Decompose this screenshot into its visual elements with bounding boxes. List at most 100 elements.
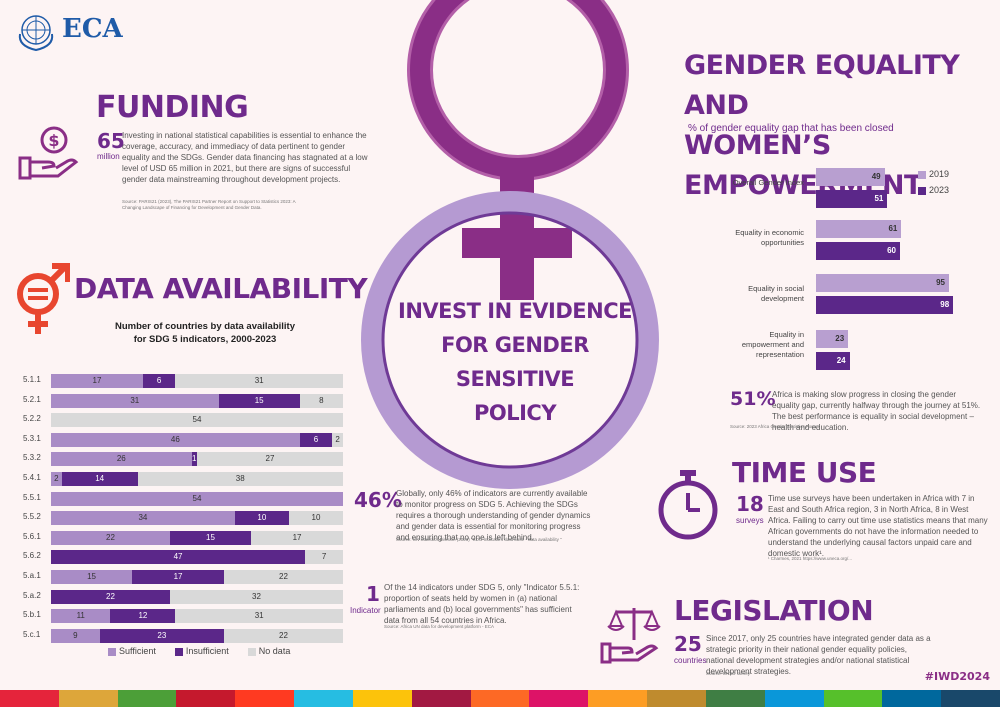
- bar-segment-insufficient: 22: [51, 589, 170, 604]
- bar-segment-sufficient: 46: [51, 432, 300, 447]
- color-stripe-segment: [705, 690, 766, 707]
- sdg-row-label: 5.a.1: [23, 571, 41, 580]
- legend-insufficient: Insufficient: [174, 646, 229, 656]
- funding-number: 65: [97, 129, 125, 153]
- legislation-text: Since 2017, only 25 countries have integ…: [706, 634, 931, 676]
- gender-gap-chart: Overall Gender Index 49 51 Equality in econ…: [720, 164, 954, 374]
- sdg-chart-legend: Sufficient Insufficient No data: [108, 646, 290, 656]
- indicator-note-source: Source: Africa UN data for development p…: [384, 624, 495, 629]
- color-stripe-segment: [117, 690, 177, 707]
- gender-stat-number: 51%: [730, 388, 776, 410]
- bar-segment-sufficient: 17: [51, 374, 143, 388]
- color-stripe-segment: [0, 690, 60, 707]
- bar-segment-sufficient: 34: [51, 511, 235, 526]
- color-stripe-segment: [411, 690, 472, 707]
- bar-segment-insufficient: 15: [218, 393, 300, 408]
- sdg-row-label: 5.b.1: [23, 610, 41, 620]
- bar-segment-no-data: 2: [332, 432, 343, 447]
- sdg-row-label: 5.1.1: [23, 375, 41, 384]
- stopwatch-icon: [656, 468, 722, 542]
- bar-segment-sufficient: 11: [51, 609, 111, 624]
- data-availability-title: DATA AVAILABILITY: [74, 272, 368, 305]
- gender-source: Source: 2023 Africa Gender Statistics Fo…: [730, 424, 820, 429]
- time-use-title: TIME USE: [732, 456, 877, 489]
- legislation-number: 25: [674, 632, 702, 656]
- gender-category-label: Overall Gender Index: [732, 178, 804, 187]
- sdg-row-label: 5.3.1: [23, 433, 41, 443]
- bar-segment-sufficient: 22: [51, 530, 170, 545]
- sdg-row-5.3.1: 5.3.1 46 6 2: [23, 432, 343, 447]
- color-stripe-segment: [647, 690, 707, 707]
- bar-segment-sufficient: 31: [51, 393, 219, 408]
- sdg-row-label: 5.2.2: [23, 414, 41, 424]
- sdg-row-label: 5.6.1: [23, 531, 41, 541]
- data-availability-subtitle-line-1: Number of countries by data availability: [114, 321, 296, 332]
- indicator-note-text: Of the 14 indicators under SDG 5, only "…: [384, 583, 580, 625]
- sdg-row-5.2.2: 5.2.2 54: [23, 413, 343, 428]
- bar-segment-insufficient: 6: [142, 374, 176, 388]
- bar-segment-no-data: 22: [224, 628, 343, 643]
- bar-segment-insufficient: 10: [234, 511, 289, 526]
- time-use-unit: surveys: [736, 516, 764, 525]
- bar-segment-no-data: 22: [224, 570, 343, 584]
- color-stripe-segment: [352, 690, 413, 707]
- bar-segment-no-data: 54: [51, 413, 343, 428]
- color-stripe-segment: [588, 690, 648, 707]
- brand-logo: ECA: [62, 14, 123, 44]
- center-line-2: FOR GENDER SENSITIVE: [441, 333, 589, 391]
- legislation-title: LEGISLATION: [674, 594, 874, 627]
- gender-bar-2023: 51: [816, 190, 888, 208]
- bar-segment-insufficient: 15: [169, 530, 252, 545]
- bar-segment-no-data: 10: [288, 511, 343, 526]
- sdg-row-5.5.1: 5.5.1 54: [23, 491, 343, 506]
- bar-segment-no-data: 17: [251, 530, 343, 545]
- sdg-note-number: 46%: [354, 488, 402, 512]
- gender-stat-text: Africa is making slow progress in closin…: [772, 390, 981, 432]
- sdg-availability-chart: 5.1.1 17 6 31 5.2.1 31 15 8 5.2.2 54 5.3.1 46 6 2 5.3.…: [23, 374, 395, 650]
- gender-bar-2019: 61: [816, 220, 902, 238]
- sdg-row-label: 5.2.1: [23, 394, 41, 404]
- sdg-row-5.5.2: 5.5.2 34 10 10: [23, 511, 343, 526]
- sdg-row-label: 5.a.2: [23, 590, 41, 600]
- legend-sufficient: Sufficient: [108, 646, 156, 656]
- gender-category-label: Equality in social development: [748, 284, 804, 303]
- bar-segment-no-data: 7: [305, 550, 343, 565]
- sdg-row-5.1.1: 5.1.1 17 6 31: [23, 374, 343, 388]
- bar-segment-sufficient: 9: [51, 628, 100, 643]
- color-stripe-segment: [58, 690, 119, 707]
- gender-category-label: Equality in economic opportunities: [735, 228, 804, 247]
- sdg-row-5.b.1: 5.b.1 11 12 31: [23, 609, 343, 624]
- bar-segment-sufficient: 2: [51, 472, 62, 486]
- sdg-row-label: 5.5.2: [23, 512, 41, 522]
- funding-unit: million: [97, 152, 120, 161]
- center-line-1: INVEST IN EVIDENCE: [398, 299, 632, 323]
- color-stripe-segment: [176, 690, 236, 707]
- color-stripe-segment: [823, 690, 883, 707]
- gender-legend: 2019 2023: [918, 166, 949, 198]
- indicator-note-number: 1: [366, 582, 380, 606]
- gender-bar-2019: 95: [816, 274, 949, 292]
- legislation-source: Source: UNSD survey: [706, 671, 751, 676]
- bar-segment-insufficient: 1: [191, 452, 197, 467]
- bar-segment-no-data: 31: [175, 609, 343, 624]
- gender-bar-2023: 60: [816, 242, 900, 260]
- sdg-color-stripe: [0, 690, 1000, 707]
- gender-category-label: Equality in empowerment and representati…: [741, 330, 804, 359]
- gender-subtitle: % of gender equality gap that has been c…: [688, 123, 894, 134]
- bar-segment-no-data: 32: [169, 589, 343, 604]
- bar-segment-sufficient: 15: [51, 570, 133, 584]
- legend-no-data: No data: [247, 646, 290, 656]
- sdg-note-text: Globally, only 46% of indicators are cur…: [396, 489, 591, 542]
- sdg-row-5.3.2: 5.3.2 26 1 27: [23, 452, 343, 467]
- sdg-note-source: Source: UN Statistics Division (2023) "S…: [396, 537, 562, 542]
- sdg-row-5.a.2: 5.a.2 22 32: [23, 589, 343, 604]
- color-stripe-segment: [235, 690, 295, 707]
- gender-bar-2019: 49: [816, 168, 885, 186]
- gender-bar-2023: 98: [816, 296, 954, 314]
- funding-title: FUNDING: [96, 90, 249, 125]
- sdg-row-label: 5.3.2: [23, 453, 41, 463]
- sdg-row-5.6.1: 5.6.1 22 15 17: [23, 530, 343, 545]
- sdg-row-label: 5.6.2: [23, 551, 41, 561]
- time-use-number: 18: [736, 492, 764, 516]
- data-availability-subtitle: Number of countries by data availability…: [70, 320, 340, 346]
